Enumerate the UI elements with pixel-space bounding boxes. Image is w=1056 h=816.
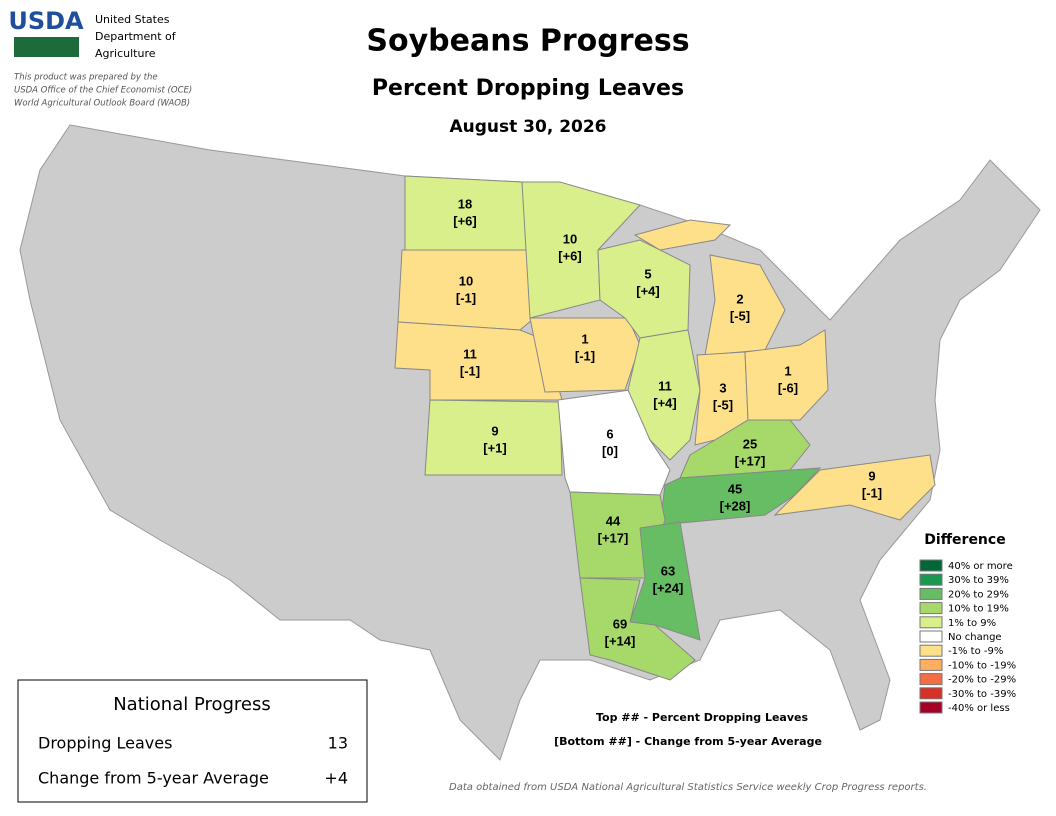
legend-label: 30% to 39% xyxy=(948,575,1009,586)
legend-label: -40% or less xyxy=(948,703,1010,714)
legend-swatch xyxy=(919,573,943,586)
state-change: [+4] xyxy=(653,395,676,410)
state xyxy=(394,321,563,401)
legend-swatch xyxy=(919,701,943,714)
national-value: +4 xyxy=(324,769,348,788)
legend-swatch xyxy=(919,687,943,700)
state-value: 9 xyxy=(868,468,875,483)
legend-swatch xyxy=(919,616,943,629)
legend-label: No change xyxy=(948,632,1002,643)
state-value: 2 xyxy=(736,291,743,306)
state-value: 18 xyxy=(458,196,472,211)
logo: USDA xyxy=(8,7,84,35)
state-value: 10 xyxy=(563,231,577,246)
state-value: 1 xyxy=(581,331,588,346)
legend-label: 40% or more xyxy=(948,561,1013,572)
date: August 30, 2026 xyxy=(449,117,606,137)
legend-swatch xyxy=(919,602,943,615)
disclaimer: This product was prepared by the xyxy=(14,73,158,83)
state xyxy=(773,454,936,521)
disclaimer: USDA Office of the Chief Economist (OCE) xyxy=(14,86,192,96)
state-value: 10 xyxy=(459,273,473,288)
disclaimer: World Agricultural Outlook Board (WAOB) xyxy=(14,99,190,109)
national-label: Dropping Leaves xyxy=(38,734,172,753)
state-value: 25 xyxy=(743,436,757,451)
state-change: [0] xyxy=(602,443,618,458)
state-change: [+6] xyxy=(558,248,581,263)
state-change: [+6] xyxy=(453,213,476,228)
state-value: 44 xyxy=(606,513,621,528)
state-value: 3 xyxy=(719,380,726,395)
state-change: [-5] xyxy=(730,308,750,323)
national-title: National Progress xyxy=(113,694,271,715)
state-value: 63 xyxy=(661,563,675,578)
national-value: 13 xyxy=(328,734,348,753)
state xyxy=(633,219,732,251)
agency-line: Department of xyxy=(95,30,177,43)
state xyxy=(424,399,563,476)
legend-title: Difference xyxy=(924,532,1005,548)
national-box xyxy=(17,679,368,803)
legend-label: -10% to -19% xyxy=(948,660,1016,671)
state-change: [+24] xyxy=(653,580,684,595)
state-value: 69 xyxy=(613,616,627,631)
state-change: [+17] xyxy=(735,453,766,468)
title: Soybeans Progress xyxy=(366,24,689,59)
state-change: [+28] xyxy=(720,498,751,513)
state-change: [-1] xyxy=(460,363,480,378)
logo-band xyxy=(14,37,79,57)
state xyxy=(579,577,696,681)
legend-swatch xyxy=(919,587,943,600)
state-change: [+1] xyxy=(483,440,506,455)
national-label: Change from 5-year Average xyxy=(38,769,269,788)
state xyxy=(627,329,701,461)
state-value: 5 xyxy=(644,266,651,281)
legend-label: 1% to 9% xyxy=(948,618,996,629)
legend-swatch xyxy=(919,644,943,657)
state-value: 11 xyxy=(658,378,672,393)
state-change: [-6] xyxy=(778,380,798,395)
legend-swatch xyxy=(919,673,943,686)
state-change: [-1] xyxy=(575,348,595,363)
state-value: 9 xyxy=(491,423,498,438)
legend: 40% or more 30% to 39% 20% to 29% 10% to 19… xyxy=(919,559,1016,714)
legend-swatch xyxy=(919,658,943,671)
state-change: [-1] xyxy=(862,485,882,500)
states: 18 [+6] 10 [-1] 11 [-1] 9 [+1] 10 [+6] 1 [-1] 6 [0] 5 [… xyxy=(394,175,936,681)
state-value: 1 xyxy=(784,363,791,378)
state-change: [+17] xyxy=(598,530,629,545)
subtitle: Percent Dropping Leaves xyxy=(372,76,684,101)
legend-label: -1% to -9% xyxy=(948,646,1003,657)
state-change: [-1] xyxy=(456,290,476,305)
source: Data obtained from USDA National Agricul… xyxy=(449,782,927,793)
agency-line: United States xyxy=(95,13,170,26)
legend-swatch xyxy=(919,630,943,643)
note: [Bottom ##] - Change from 5-year Average xyxy=(554,735,822,748)
legend-label: 20% to 29% xyxy=(948,589,1009,600)
legend-label: 10% to 19% xyxy=(948,604,1009,615)
legend-label: -30% to -39% xyxy=(948,689,1016,700)
state-value: 6 xyxy=(606,426,613,441)
state xyxy=(397,249,533,331)
note: Top ## - Percent Dropping Leaves xyxy=(596,711,808,724)
state-change: [+14] xyxy=(605,633,636,648)
state-change: [+4] xyxy=(636,283,659,298)
state xyxy=(529,317,641,393)
state-value: 11 xyxy=(463,346,477,361)
legend-swatch xyxy=(919,559,943,572)
legend-label: -20% to -29% xyxy=(948,675,1016,686)
agency-line: Agriculture xyxy=(95,47,156,60)
state-value: 45 xyxy=(728,481,742,496)
state-change: [-5] xyxy=(713,397,733,412)
